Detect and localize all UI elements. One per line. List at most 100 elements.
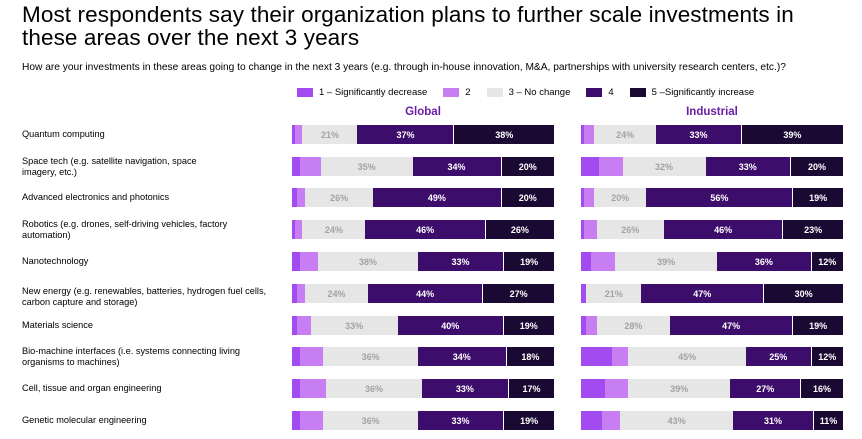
industrial-segment-3: 43% xyxy=(620,411,733,430)
global-segment-1 xyxy=(292,316,298,335)
global-segment-4: 46% xyxy=(365,220,486,239)
chart-subtitle: How are your investments in these areas … xyxy=(22,62,786,73)
global-segment-1 xyxy=(292,252,300,271)
global-segment-4: 40% xyxy=(397,316,504,335)
global-segment-1 xyxy=(292,157,300,176)
legend-label-1: 1 – Significantly decrease xyxy=(319,86,428,98)
industrial-segment-1 xyxy=(581,379,605,398)
industrial-segment-1 xyxy=(581,157,600,176)
legend-swatch-5 xyxy=(629,87,646,97)
industrial-segment-5: 20% xyxy=(791,157,843,176)
global-segment-1 xyxy=(292,411,300,430)
industrial-segment-3: 39% xyxy=(615,252,718,271)
industrial-segment-2 xyxy=(601,411,621,430)
global-segment-3: 26% xyxy=(305,188,374,207)
global-bar: 21% 37% 38% xyxy=(292,125,554,144)
legend-item-5: 5 –Significantly increase xyxy=(629,86,755,98)
industrial-segment-1 xyxy=(581,316,587,335)
row-label: Advanced electronics and photonics xyxy=(22,192,170,202)
global-bar: 24% 44% 27% xyxy=(292,284,554,303)
row-label: Genetic molecular engineering xyxy=(22,415,147,425)
industrial-segment-3: 32% xyxy=(622,157,706,176)
legend-swatch-2 xyxy=(443,87,460,97)
industrial-segment-4: 27% xyxy=(730,379,802,398)
global-segment-4: 33% xyxy=(421,379,509,398)
legend-label-5: 5 –Significantly increase xyxy=(651,86,755,98)
global-segment-2 xyxy=(297,284,306,303)
global-segment-4: 34% xyxy=(417,347,507,366)
global-segment-2 xyxy=(294,125,303,144)
legend-item-4: 4 xyxy=(586,87,614,98)
global-bar: 24% 46% 26% xyxy=(292,220,554,239)
industrial-segment-1 xyxy=(581,125,584,144)
industrial-bar: 45% 25% 12% xyxy=(581,347,843,366)
industrial-bar: 26% 46% 23% xyxy=(581,220,843,239)
legend-swatch-4 xyxy=(586,87,603,97)
legend-label-2: 2 xyxy=(465,86,471,98)
global-segment-5: 19% xyxy=(504,252,554,271)
industrial-segment-5: 23% xyxy=(783,220,843,239)
industrial-segment-2 xyxy=(599,157,623,176)
industrial-segment-2 xyxy=(612,347,629,366)
global-segment-4: 49% xyxy=(373,188,502,207)
global-segment-3: 33% xyxy=(310,316,398,335)
industrial-segment-1 xyxy=(581,188,584,207)
industrial-segment-1 xyxy=(581,411,602,430)
industrial-segment-1 xyxy=(581,252,592,271)
industrial-segment-1 xyxy=(581,284,587,303)
global-bar: 36% 34% 18% xyxy=(292,347,554,366)
legend-item-1: 1 – Significantly decrease xyxy=(297,87,427,98)
industrial-segment-2 xyxy=(583,125,594,144)
row-label: New energy (e.g. renewables, batteries, … xyxy=(22,286,267,307)
industrial-segment-2 xyxy=(583,188,595,207)
global-segment-1 xyxy=(292,220,295,239)
industrial-bar: 28% 47% 19% xyxy=(581,316,843,335)
industrial-segment-5: 12% xyxy=(811,252,843,271)
row-label: Robotics (e.g. drones, self-driving vehi… xyxy=(22,219,228,240)
legend-item-3: 3 – No change xyxy=(486,86,571,98)
global-segment-1 xyxy=(292,125,295,144)
industrial-segment-2 xyxy=(591,252,616,271)
global-segment-3: 36% xyxy=(323,411,418,430)
industrial-segment-4: 46% xyxy=(664,220,784,239)
global-segment-1 xyxy=(292,188,298,207)
industrial-bar: 43% 31% 11% xyxy=(581,411,843,430)
global-segment-3: 38% xyxy=(318,252,418,271)
global-segment-4: 37% xyxy=(357,125,455,144)
row-label: Bio-machine interfaces (i.e. systems con… xyxy=(22,346,241,367)
global-segment-3: 35% xyxy=(320,157,413,176)
legend-label-3: 3 – No change xyxy=(508,86,571,98)
global-segment-2 xyxy=(299,252,319,271)
global-segment-2 xyxy=(299,157,321,176)
global-segment-1 xyxy=(292,284,298,303)
global-segment-3: 36% xyxy=(326,379,422,398)
industrial-segment-4: 36% xyxy=(717,252,812,271)
global-bar: 36% 33% 17% xyxy=(292,379,554,398)
industrial-segment-2 xyxy=(583,220,597,239)
industrial-segment-3: 45% xyxy=(628,347,747,366)
global-segment-1 xyxy=(292,347,300,366)
row-label: Cell, tissue and organ engineering xyxy=(22,383,162,393)
row-label: Nanotechnology xyxy=(22,256,89,266)
industrial-segment-4: 47% xyxy=(641,284,765,303)
industrial-segment-4: 33% xyxy=(656,125,742,144)
global-bar: 26% 49% 20% xyxy=(292,188,554,207)
global-segment-5: 20% xyxy=(501,188,554,207)
global-segment-3: 24% xyxy=(302,220,366,239)
industrial-bar: 20% 56% 19% xyxy=(581,188,843,207)
industrial-segment-1 xyxy=(581,347,613,366)
industrial-segment-3: 24% xyxy=(593,125,657,144)
industrial-segment-3: 26% xyxy=(596,220,664,239)
global-segment-2 xyxy=(299,379,327,398)
industrial-segment-5: 30% xyxy=(764,284,843,303)
legend-item-2: 2 xyxy=(443,86,471,98)
industrial-bar: 21% 47% 30% xyxy=(581,284,843,303)
global-bar: 33% 40% 19% xyxy=(292,316,554,335)
global-segment-5: 38% xyxy=(454,125,554,144)
global-segment-2 xyxy=(297,316,311,335)
industrial-segment-3: 21% xyxy=(586,284,642,303)
industrial-segment-2 xyxy=(604,379,629,398)
legend-swatch-3 xyxy=(486,87,503,97)
global-segment-3: 21% xyxy=(302,125,358,144)
industrial-segment-3: 39% xyxy=(628,379,731,398)
